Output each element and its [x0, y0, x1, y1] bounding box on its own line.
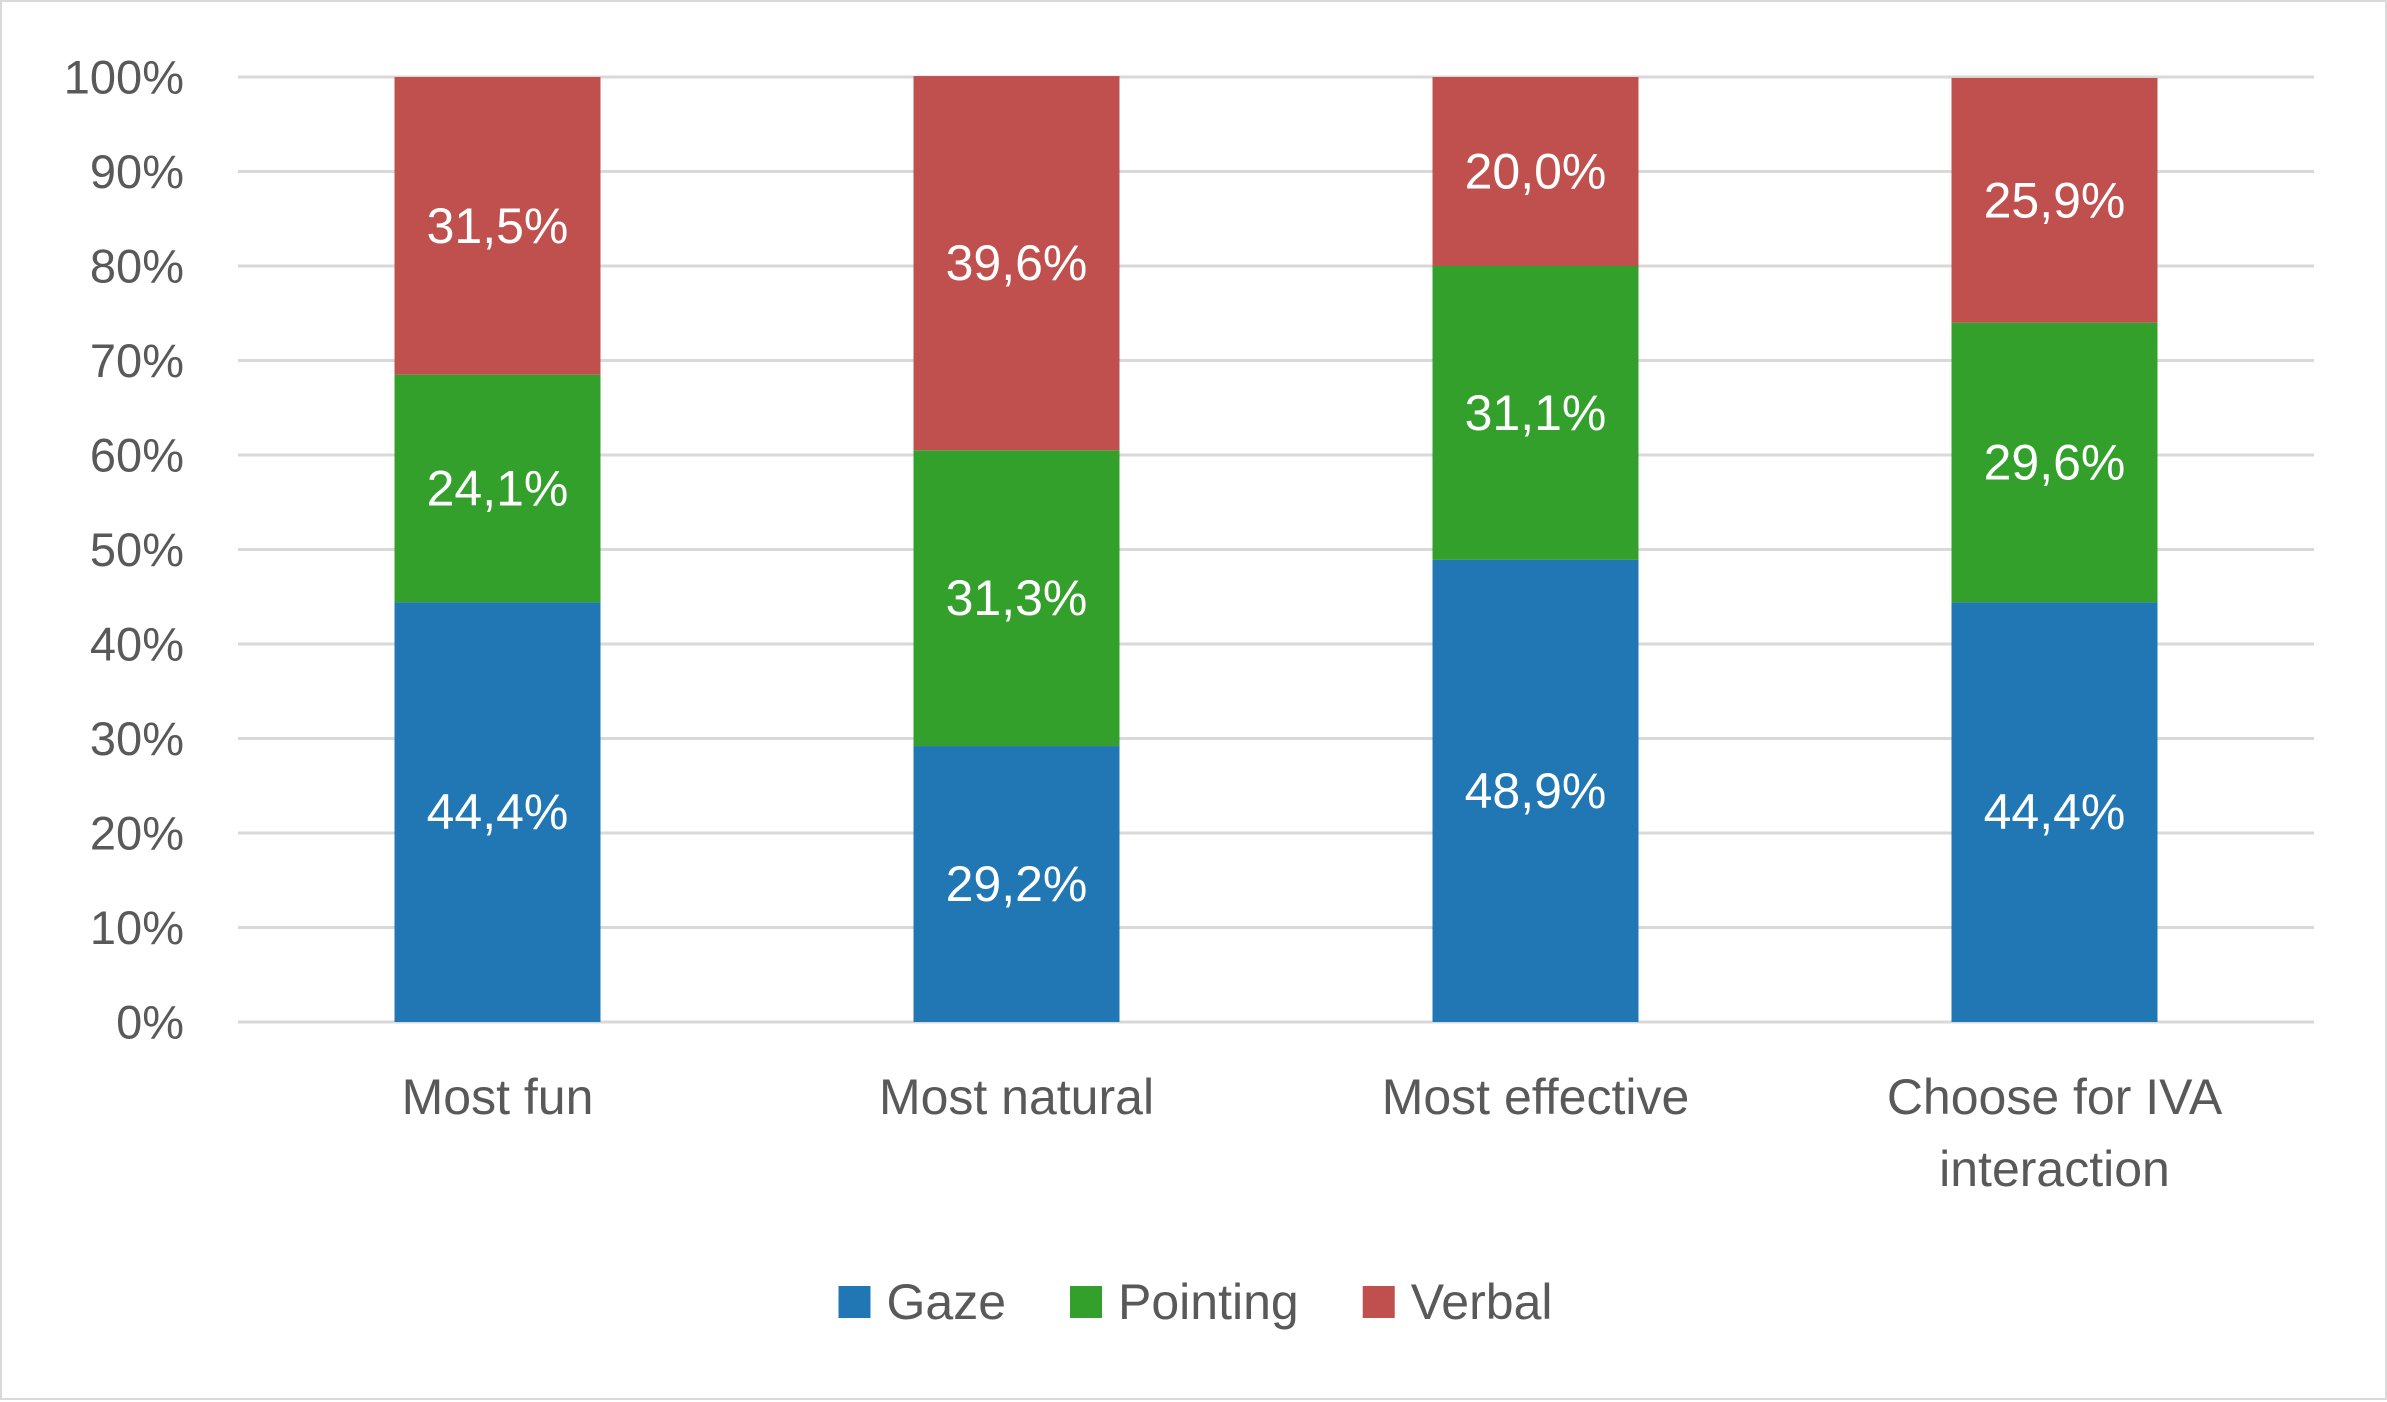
y-axis-tick-labels: 0% 10% 20% 30% 40% 50% 60% 70% 80% 90% 100% — [64, 51, 184, 1049]
legend-label: Pointing — [1118, 1274, 1299, 1330]
x-category-label: Most fun — [402, 1069, 594, 1125]
bar-segment-pointing — [1432, 266, 1639, 560]
data-label-pointing: 24,1% — [427, 461, 569, 517]
y-tick-label: 60% — [90, 429, 184, 482]
legend-item-pointing: Pointing — [1070, 1274, 1299, 1330]
bar-stack: 29,2% 31,3% 39,6% — [913, 76, 1120, 1022]
x-category-label: Most effective — [1382, 1069, 1690, 1125]
legend-label: Gaze — [887, 1274, 1007, 1330]
data-label-verbal: 20,0% — [1465, 144, 1607, 200]
data-label-gaze: 44,4% — [427, 784, 569, 840]
bar-stack: 44,4% 29,6% 25,9% — [1951, 77, 2158, 1022]
data-label-pointing: 29,6% — [1984, 435, 2126, 491]
y-tick-label: 0% — [116, 996, 184, 1049]
data-label-gaze: 29,2% — [946, 856, 1088, 912]
legend-swatch — [1362, 1286, 1395, 1318]
legend-item-verbal: Verbal — [1362, 1274, 1553, 1330]
bar-segment-verbal — [394, 77, 601, 375]
y-tick-label: 50% — [90, 523, 184, 576]
legend-item-gaze: Gaze — [838, 1274, 1007, 1330]
legend-label: Verbal — [1411, 1274, 1553, 1330]
y-tick-label: 100% — [64, 51, 184, 104]
bar-segment-gaze — [913, 746, 1120, 1022]
bar-segment-verbal — [1432, 77, 1639, 266]
data-label-gaze: 48,9% — [1465, 763, 1607, 819]
y-tick-label: 20% — [90, 807, 184, 860]
y-tick-label: 80% — [90, 240, 184, 293]
y-tick-label: 70% — [90, 334, 184, 387]
bar-segment-gaze — [1951, 602, 2158, 1022]
x-category-label: Most natural — [879, 1069, 1154, 1125]
data-label-pointing: 31,1% — [1465, 385, 1607, 441]
bar-segment-pointing — [913, 450, 1120, 747]
legend: Gaze Pointing Verbal — [838, 1274, 1553, 1330]
legend-swatch — [1070, 1286, 1103, 1318]
x-category-label: interaction — [1939, 1141, 2170, 1197]
y-tick-label: 90% — [90, 145, 184, 198]
bars: 44,4% 24,1% 31,5% 29,2% 31,3% 39,6% 48,9% 31,1%… — [394, 76, 2158, 1022]
data-label-pointing: 31,3% — [946, 570, 1088, 626]
bar-segment-verbal — [913, 76, 1120, 451]
y-tick-label: 40% — [90, 618, 184, 671]
data-label-verbal: 25,9% — [1984, 172, 2126, 228]
bar-segment-pointing — [1951, 322, 2158, 603]
bar-stack: 48,9% 31,1% 20,0% — [1432, 77, 1639, 1022]
data-label-gaze: 44,4% — [1984, 784, 2126, 840]
x-category-label: Choose for IVA — [1887, 1069, 2223, 1125]
y-tick-label: 10% — [90, 901, 184, 954]
bar-segment-verbal — [1951, 77, 2158, 323]
bar-segment-pointing — [394, 374, 601, 603]
bar-segment-gaze — [394, 602, 601, 1022]
data-label-verbal: 39,6% — [946, 235, 1088, 291]
x-axis-category-labels: Most fun Most natural Most effective Choose… — [402, 1069, 2223, 1197]
legend-swatch — [838, 1286, 871, 1318]
bar-segment-gaze — [1432, 559, 1639, 1022]
bar-stack: 44,4% 24,1% 31,5% — [394, 77, 601, 1022]
y-tick-label: 30% — [90, 712, 184, 765]
data-label-verbal: 31,5% — [427, 198, 569, 254]
